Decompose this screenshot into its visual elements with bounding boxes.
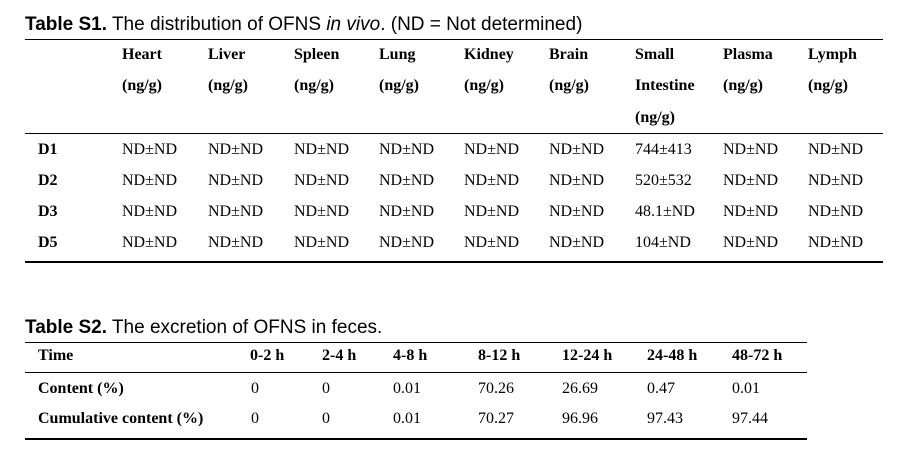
table-s2-top-rule <box>25 342 807 343</box>
table-cell: 0.01 <box>393 410 421 427</box>
table-s1-caption-pre: The distribution of OFNS <box>107 14 327 35</box>
table-cell: ND±ND <box>208 141 263 158</box>
table-s1-caption: Table S1. The distribution of OFNS in vi… <box>25 15 582 34</box>
header-plasma-unit: (ng/g) <box>723 77 763 94</box>
table-cell: 0.47 <box>647 380 675 397</box>
table-cell: 70.27 <box>478 410 514 427</box>
header-lung: Lung <box>379 46 416 63</box>
table-s2-bottom-rule <box>25 438 807 440</box>
table-cell: ND±ND <box>549 234 604 251</box>
table-s1-top-rule <box>25 39 883 40</box>
table-s2-label: Table S2. <box>25 317 108 338</box>
table-cell: ND±ND <box>464 234 519 251</box>
table-cell: ND±ND <box>808 141 863 158</box>
header-lymph-unit: (ng/g) <box>808 77 848 94</box>
header-liver: Liver <box>208 46 246 63</box>
table-cell: ND±ND <box>723 172 778 189</box>
table-cell: 97.44 <box>732 410 768 427</box>
header-small-intestine-unit: (ng/g) <box>635 109 675 126</box>
table-cell: ND±ND <box>549 172 604 189</box>
table-cell: ND±ND <box>122 203 177 220</box>
table-cell: ND±ND <box>122 234 177 251</box>
table-cell: ND±ND <box>808 172 863 189</box>
header-spleen-unit: (ng/g) <box>294 77 334 94</box>
header-heart-unit: (ng/g) <box>122 77 162 94</box>
header-lymph: Lymph <box>808 46 857 63</box>
table-cell: 104±ND <box>635 234 691 251</box>
header-plasma: Plasma <box>723 46 773 63</box>
table-cell: ND±ND <box>379 234 434 251</box>
table-cell: ND±ND <box>723 203 778 220</box>
header-brain-unit: (ng/g) <box>549 77 589 94</box>
table-cell: ND±ND <box>208 203 263 220</box>
header-48-72h: 48-72 h <box>732 347 783 364</box>
table-cell: ND±ND <box>549 141 604 158</box>
table-cell: 744±413 <box>635 141 692 158</box>
header-liver-unit: (ng/g) <box>208 77 248 94</box>
table-cell: 96.96 <box>562 410 598 427</box>
row-label-d1: D1 <box>38 141 58 158</box>
table-cell: ND±ND <box>549 203 604 220</box>
table-cell: ND±ND <box>122 141 177 158</box>
row-label-d2: D2 <box>38 172 58 189</box>
header-12-24h: 12-24 h <box>562 347 613 364</box>
header-4-8h: 4-8 h <box>393 347 428 364</box>
header-spleen: Spleen <box>294 46 340 63</box>
table-cell: 520±532 <box>635 172 692 189</box>
table-cell: ND±ND <box>464 172 519 189</box>
table-cell: ND±ND <box>294 172 349 189</box>
header-2-4h: 2-4 h <box>322 347 357 364</box>
table-s2-caption-text: The excretion of OFNS in feces. <box>107 317 383 338</box>
table-cell: ND±ND <box>379 203 434 220</box>
table-cell: ND±ND <box>723 141 778 158</box>
table-cell: 70.26 <box>478 380 514 397</box>
table-cell: ND±ND <box>808 234 863 251</box>
header-small-intestine: Small <box>635 46 675 63</box>
table-cell: 0 <box>322 410 330 427</box>
table-cell: ND±ND <box>464 141 519 158</box>
table-s2-header-rule <box>25 372 807 373</box>
table-cell: 0.01 <box>732 380 760 397</box>
row-label-cumulative-content: Cumulative content (%) <box>38 410 204 427</box>
table-cell: ND±ND <box>294 141 349 158</box>
table-s1-caption-italic: in vivo <box>326 14 381 35</box>
header-24-48h: 24-48 h <box>647 347 698 364</box>
row-label-content: Content (%) <box>38 380 124 397</box>
header-0-2h: 0-2 h <box>250 347 285 364</box>
table-cell: ND±ND <box>379 172 434 189</box>
table-cell: ND±ND <box>208 234 263 251</box>
table-cell: 0 <box>322 380 330 397</box>
table-cell: ND±ND <box>723 234 778 251</box>
table-cell: 26.69 <box>562 380 598 397</box>
header-time: Time <box>38 347 74 364</box>
table-cell: ND±ND <box>294 234 349 251</box>
table-s1-bottom-rule <box>25 261 883 263</box>
table-s2-caption: Table S2. The excretion of OFNS in feces… <box>25 318 382 337</box>
table-cell: 0 <box>251 410 259 427</box>
table-s1-caption-post: . (ND = Not determined) <box>380 14 583 35</box>
table-cell: ND±ND <box>464 203 519 220</box>
table-s1-label: Table S1. <box>25 14 108 35</box>
header-small-intestine-line2: Intestine <box>635 77 695 94</box>
table-cell: ND±ND <box>208 172 263 189</box>
row-label-d3: D3 <box>38 203 58 220</box>
table-cell: ND±ND <box>122 172 177 189</box>
header-8-12h: 8-12 h <box>478 347 521 364</box>
table-cell: 0 <box>251 380 259 397</box>
table-cell: ND±ND <box>379 141 434 158</box>
table-cell: 0.01 <box>393 380 421 397</box>
header-kidney-unit: (ng/g) <box>464 77 504 94</box>
table-cell: 48.1±ND <box>635 203 695 220</box>
table-cell: 97.43 <box>647 410 683 427</box>
row-label-d5: D5 <box>38 234 58 251</box>
header-lung-unit: (ng/g) <box>379 77 419 94</box>
header-heart: Heart <box>122 46 162 63</box>
table-cell: ND±ND <box>808 203 863 220</box>
header-brain: Brain <box>549 46 589 63</box>
header-kidney: Kidney <box>464 46 514 63</box>
table-s1-header-rule <box>25 133 883 134</box>
table-cell: ND±ND <box>294 203 349 220</box>
